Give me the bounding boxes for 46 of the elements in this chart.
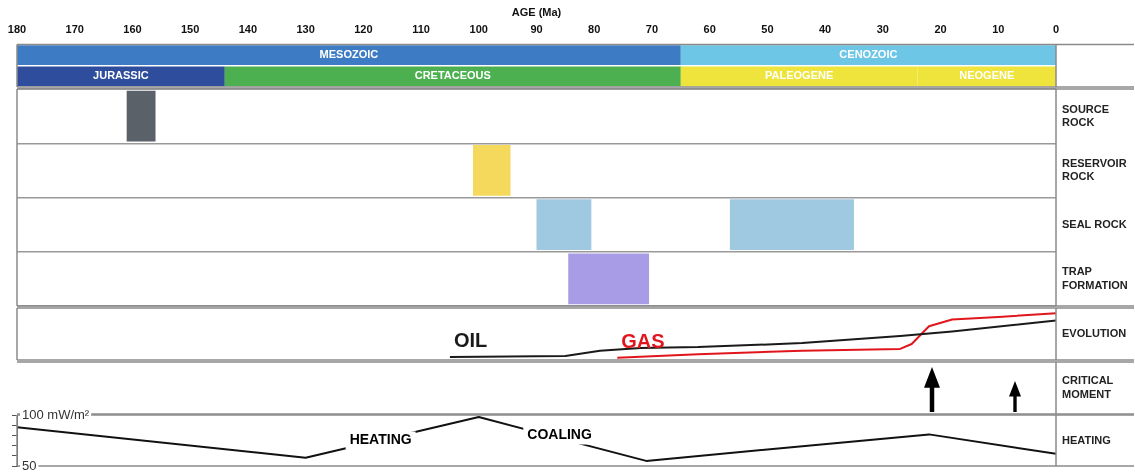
x-tick-label: 40 <box>818 22 832 35</box>
x-tick-label: 150 <box>180 22 200 35</box>
x-tick-label: 20 <box>934 22 947 35</box>
x-tick-label: 90 <box>530 22 543 35</box>
bar <box>568 253 650 305</box>
x-tick-label: 130 <box>296 22 315 35</box>
annotation: COALING <box>527 426 592 443</box>
y-tick-label: SOURCE ROCK <box>1062 102 1110 128</box>
bar <box>224 66 681 87</box>
x-tick-label: 80 <box>588 22 601 35</box>
data-label: PALEOGENE <box>765 69 834 82</box>
data-label: CENOZOIC <box>839 48 898 61</box>
x-axis-title: AGE (Ma) <box>511 5 562 18</box>
bar <box>126 90 156 142</box>
y-axis-title: EVOLUTION <box>1062 327 1127 340</box>
x-tick-label: 140 <box>238 22 258 35</box>
bar <box>17 66 225 87</box>
x-tick-label: 60 <box>703 22 716 35</box>
x-tick-label: 30 <box>876 22 889 35</box>
y-tick-label: SEAL ROCK <box>1062 217 1127 230</box>
x-tick-label: 160 <box>123 22 142 35</box>
x-tick-label: 10 <box>992 22 1005 35</box>
x-tick-label: 170 <box>65 22 84 35</box>
x-tick-label: 120 <box>354 22 373 35</box>
x-tick-label: 50 <box>761 22 774 35</box>
x-tick-label: 100 <box>469 22 488 35</box>
bar <box>729 199 854 251</box>
bar <box>680 45 1056 66</box>
x-tick-label: 0 <box>1052 22 1060 35</box>
bar <box>473 144 511 196</box>
data-label: JURASSIC <box>93 69 149 82</box>
y-axis-title: HEATING <box>1062 433 1111 446</box>
y-tick-label: TRAP FORMATION <box>1062 265 1128 291</box>
y-tick-label: 100 mW/m² <box>22 406 90 422</box>
series-label: OIL <box>453 328 488 351</box>
y-tick-label: RESERVOIR ROCK <box>1062 156 1127 183</box>
bar <box>17 45 681 66</box>
annotation: HEATING <box>349 431 412 448</box>
series-label: GAS <box>621 329 665 352</box>
data-label: CRETACEOUS <box>414 69 491 82</box>
x-tick-label: 70 <box>645 22 659 35</box>
x-tick-label: 110 <box>412 22 430 35</box>
data-label: MESOZOIC <box>319 48 379 61</box>
data-label: NEOGENE <box>959 69 1015 82</box>
text: CRITICAL MOMENT <box>1062 374 1114 401</box>
x-tick-label: 180 <box>7 22 27 35</box>
